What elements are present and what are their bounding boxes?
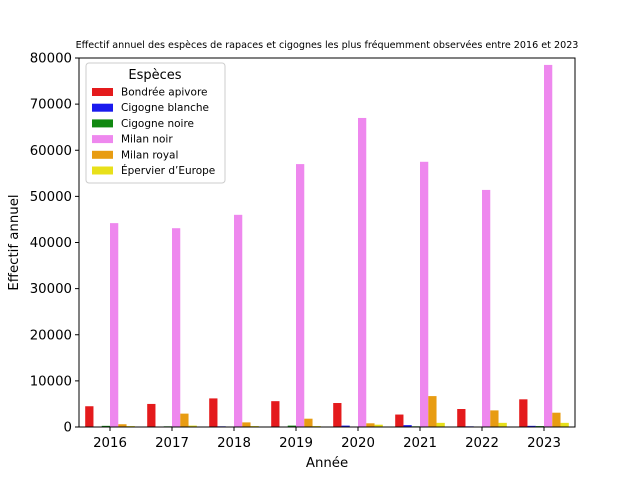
bar-epervier-d-europe-2021 bbox=[436, 422, 445, 427]
bar-bondree-apivore-2017 bbox=[147, 403, 156, 427]
x-tick-label: 2023 bbox=[527, 436, 561, 451]
bar-milan-royal-2018 bbox=[242, 422, 251, 427]
legend-swatch bbox=[92, 166, 113, 175]
legend-label: Cigogne blanche bbox=[121, 102, 209, 114]
bar-cigogne-blanche-2023 bbox=[527, 425, 536, 427]
legend-title: Espèces bbox=[128, 68, 181, 83]
bar-milan-royal-2019 bbox=[304, 418, 313, 427]
bar-milan-royal-2022 bbox=[490, 410, 499, 427]
bar-bondree-apivore-2023 bbox=[519, 399, 528, 427]
bar-bondree-apivore-2021 bbox=[395, 414, 404, 427]
bar-epervier-d-europe-2022 bbox=[498, 422, 507, 427]
bar-milan-noir-2023 bbox=[544, 64, 553, 427]
legend: Espèces Bondrée apivore Cigogne blanche Ci… bbox=[85, 62, 226, 184]
bar-epervier-d-europe-2017 bbox=[188, 425, 197, 427]
bar-milan-noir-2017 bbox=[172, 228, 181, 427]
bar-milan-noir-2016 bbox=[110, 223, 119, 427]
y-tick-label: 70000 bbox=[30, 98, 72, 113]
y-tick-label: 40000 bbox=[30, 236, 72, 251]
bar-milan-noir-2021 bbox=[420, 161, 429, 427]
legend-label: Bondrée apivore bbox=[121, 87, 208, 99]
x-tick-label: 2016 bbox=[93, 436, 127, 451]
legend-swatch bbox=[92, 119, 113, 128]
y-axis-label: Effectif annuel bbox=[7, 194, 22, 290]
legend-label: Milan noir bbox=[121, 134, 173, 146]
bar-bondree-apivore-2018 bbox=[209, 398, 218, 427]
bar-bondree-apivore-2020 bbox=[333, 403, 342, 427]
legend-label: Milan royal bbox=[121, 149, 178, 161]
bar-epervier-d-europe-2020 bbox=[374, 424, 383, 427]
chart-title: Effectif annuel des espèces de rapaces e… bbox=[76, 39, 579, 51]
bar-cigogne-blanche-2021 bbox=[403, 425, 412, 427]
bar-cigogne-noire-2019 bbox=[287, 425, 296, 427]
x-tick-label: 2018 bbox=[217, 436, 251, 451]
bar-milan-royal-2023 bbox=[552, 412, 561, 427]
y-tick-label: 10000 bbox=[30, 374, 72, 389]
bar-milan-noir-2019 bbox=[296, 164, 305, 427]
y-tick-label: 30000 bbox=[30, 282, 72, 297]
legend-items: Bondrée apivore Cigogne blanche Cigogne no… bbox=[92, 87, 215, 177]
x-tick-label: 2022 bbox=[465, 436, 499, 451]
bar-milan-royal-2017 bbox=[180, 413, 189, 427]
y-tick-label: 50000 bbox=[30, 190, 72, 205]
y-tick-label: 0 bbox=[64, 421, 72, 436]
bar-milan-noir-2018 bbox=[234, 214, 243, 427]
legend-swatch bbox=[92, 150, 113, 159]
x-tick-label: 2019 bbox=[279, 436, 313, 451]
legend-frame bbox=[85, 62, 226, 184]
legend-swatch bbox=[92, 135, 113, 144]
y-tick-label: 20000 bbox=[30, 328, 72, 343]
x-axis-label: Année bbox=[306, 455, 348, 471]
bar-milan-royal-2016 bbox=[118, 424, 127, 427]
bar-bondree-apivore-2022 bbox=[457, 409, 466, 427]
x-tick-label: 2021 bbox=[403, 436, 437, 451]
x-tick-label: 2020 bbox=[341, 436, 375, 451]
bar-epervier-d-europe-2023 bbox=[560, 422, 569, 427]
bar-cigogne-blanche-2020 bbox=[341, 425, 350, 427]
bar-milan-noir-2022 bbox=[482, 189, 491, 427]
bar-layer bbox=[85, 64, 569, 428]
legend-swatch bbox=[92, 88, 113, 96]
x-tick-label: 2017 bbox=[155, 436, 189, 451]
bar-milan-noir-2020 bbox=[358, 117, 367, 428]
bar-milan-royal-2021 bbox=[428, 396, 437, 427]
y-tick-label: 60000 bbox=[30, 144, 72, 159]
bar-bondree-apivore-2019 bbox=[271, 401, 280, 427]
y-tick-label: 80000 bbox=[30, 52, 72, 67]
legend-swatch bbox=[92, 103, 113, 112]
bar-cigogne-noire-2016 bbox=[101, 425, 110, 427]
bar-bondree-apivore-2016 bbox=[85, 406, 94, 427]
bar-milan-royal-2020 bbox=[366, 423, 375, 427]
y-axis: 0 10000 20000 30000 40000 50000 60000 70000 8000… bbox=[30, 52, 79, 436]
legend-label: Cigogne noire bbox=[121, 118, 194, 130]
legend-label: Épervier d’Europe bbox=[121, 164, 215, 177]
x-axis: 2016 2017 2018 2019 2020 2021 2022 2023 bbox=[93, 427, 561, 451]
